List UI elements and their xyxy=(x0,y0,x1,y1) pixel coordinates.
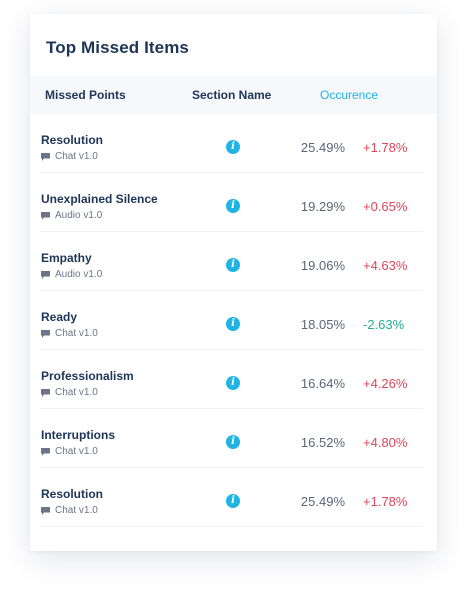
table-body: Resolution Chat v1.0 i 25.49% +1.78% Une… xyxy=(30,114,437,527)
occurrence-change: +4.26% xyxy=(363,376,408,391)
occurrence-change: -2.63% xyxy=(363,317,405,332)
section-channel: Chat v1.0 xyxy=(41,505,98,516)
occurrence-percent: 16.52% xyxy=(300,435,345,450)
column-header-occurrence[interactable]: Occurence xyxy=(320,88,379,102)
chat-bubble-icon xyxy=(41,329,50,338)
section-channel: Chat v1.0 xyxy=(41,446,98,457)
info-icon[interactable]: i xyxy=(226,376,240,390)
occurrence-change: +1.78% xyxy=(363,140,408,155)
section-channel-label: Chat v1.0 xyxy=(55,387,98,398)
table-row[interactable]: Resolution Chat v1.0 i 25.49% +1.78% xyxy=(40,114,423,173)
missed-point-title: Ready xyxy=(41,310,78,324)
section-channel: Audio v1.0 xyxy=(41,210,102,221)
occurrence-percent: 19.29% xyxy=(300,199,345,214)
missed-point-title: Resolution xyxy=(41,133,103,147)
section-channel: Audio v1.0 xyxy=(41,269,102,280)
table-header: Missed Points Section Name Occurence xyxy=(30,76,437,114)
occurrence-percent: 16.64% xyxy=(300,376,345,391)
info-icon[interactable]: i xyxy=(226,258,240,272)
card-title: Top Missed Items xyxy=(46,38,189,57)
column-header-section-name[interactable]: Section Name xyxy=(192,88,272,102)
column-header-missed-points[interactable]: Missed Points xyxy=(45,88,126,102)
missed-point-title: Empathy xyxy=(41,251,92,265)
occurrence-percent: 25.49% xyxy=(300,140,345,155)
table-row[interactable]: Ready Chat v1.0 i 18.05% -2.63% xyxy=(40,291,423,350)
section-channel-label: Chat v1.0 xyxy=(55,446,98,457)
chat-bubble-icon xyxy=(41,152,50,161)
chat-bubble-icon xyxy=(41,506,50,515)
missed-point-title: Resolution xyxy=(41,487,103,501)
section-channel-label: Chat v1.0 xyxy=(55,151,98,162)
occurrence-percent: 18.05% xyxy=(300,317,345,332)
chat-bubble-icon xyxy=(41,447,50,456)
occurrence-change: +4.63% xyxy=(363,258,408,273)
section-channel-label: Chat v1.0 xyxy=(55,328,98,339)
table-row[interactable]: Resolution Chat v1.0 i 25.49% +1.78% xyxy=(40,468,423,527)
section-channel: Chat v1.0 xyxy=(41,387,98,398)
table-row[interactable]: Unexplained Silence Audio v1.0 i 19.29% … xyxy=(40,173,423,232)
table-row[interactable]: Interruptions Chat v1.0 i 16.52% +4.80% xyxy=(40,409,423,468)
section-channel: Chat v1.0 xyxy=(41,328,98,339)
chat-bubble-icon xyxy=(41,211,50,220)
section-channel-label: Audio v1.0 xyxy=(55,269,103,280)
missed-point-title: Interruptions xyxy=(41,428,115,442)
info-icon[interactable]: i xyxy=(226,317,240,331)
info-icon[interactable]: i xyxy=(226,494,240,508)
chat-bubble-icon xyxy=(41,388,50,397)
section-channel-label: Audio v1.0 xyxy=(55,210,103,221)
info-icon[interactable]: i xyxy=(226,435,240,449)
top-missed-items-card: Top Missed Items Missed Points Section N… xyxy=(30,14,437,551)
table-row[interactable]: Professionalism Chat v1.0 i 16.64% +4.26… xyxy=(40,350,423,409)
missed-point-title: Professionalism xyxy=(41,369,134,383)
section-channel: Chat v1.0 xyxy=(41,151,98,162)
missed-point-title: Unexplained Silence xyxy=(41,192,158,206)
chat-bubble-icon xyxy=(41,270,50,279)
table-row[interactable]: Empathy Audio v1.0 i 19.06% +4.63% xyxy=(40,232,423,291)
occurrence-change: +1.78% xyxy=(363,494,408,509)
info-icon[interactable]: i xyxy=(226,140,240,154)
occurrence-change: +0.65% xyxy=(363,199,408,214)
occurrence-change: +4.80% xyxy=(363,435,408,450)
occurrence-percent: 19.06% xyxy=(300,258,345,273)
occurrence-percent: 25.49% xyxy=(300,494,345,509)
info-icon[interactable]: i xyxy=(226,199,240,213)
section-channel-label: Chat v1.0 xyxy=(55,505,98,516)
